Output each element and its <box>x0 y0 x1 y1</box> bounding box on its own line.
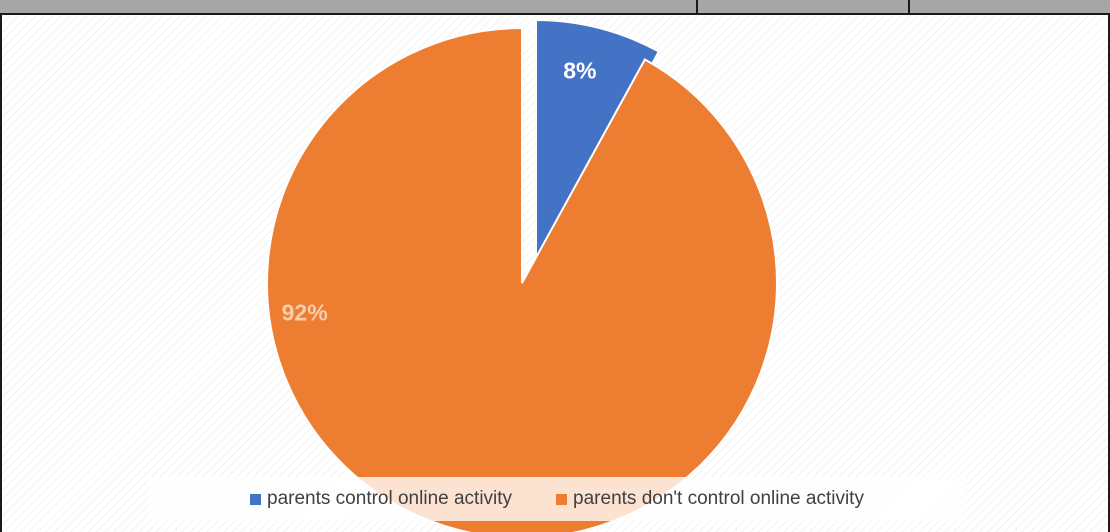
table-divider <box>696 0 698 15</box>
table-divider <box>908 0 910 15</box>
pie-slice-no-control <box>266 26 778 532</box>
legend-label-control: parents control online activity <box>267 488 513 509</box>
chart-legend: parents control online activity parents … <box>148 477 966 521</box>
top-table-strip <box>0 0 1110 15</box>
legend-swatch-control <box>250 493 262 505</box>
legend-label-no-control: parents don't control online activity <box>573 488 864 509</box>
data-label-no-control: 92% <box>282 299 328 325</box>
table-border-right <box>1108 15 1110 532</box>
legend-item-no-control: parents don't control online activity <box>556 488 864 510</box>
legend-swatch-no-control <box>556 493 568 505</box>
table-border-left <box>0 15 2 532</box>
legend-item-control: parents control online activity <box>250 488 512 510</box>
data-label-control: 8% <box>563 58 596 84</box>
